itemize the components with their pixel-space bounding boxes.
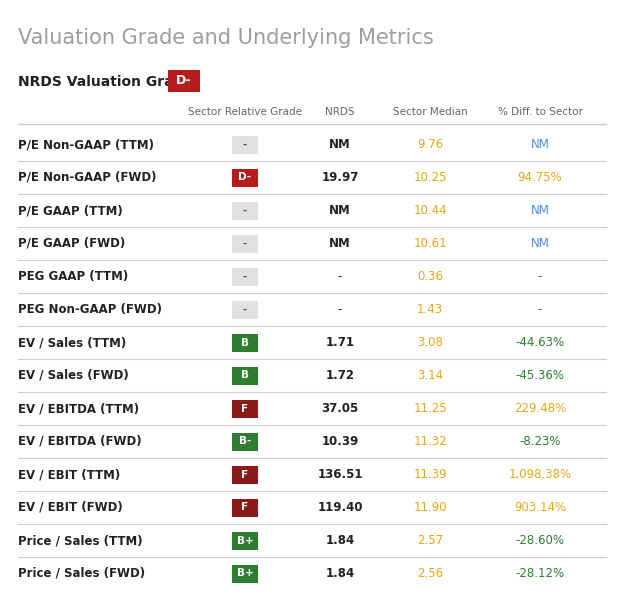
Text: 2.56: 2.56	[417, 567, 443, 580]
Text: EV / Sales (FWD): EV / Sales (FWD)	[18, 369, 129, 382]
Text: EV / EBIT (TTM): EV / EBIT (TTM)	[18, 468, 120, 481]
FancyBboxPatch shape	[232, 268, 258, 285]
Text: -: -	[243, 305, 247, 315]
Text: -28.60%: -28.60%	[515, 534, 565, 547]
Text: B-: B-	[239, 436, 251, 446]
Text: Sector Relative Grade: Sector Relative Grade	[188, 107, 302, 117]
Text: 1,098.38%: 1,098.38%	[509, 468, 572, 481]
Text: 10.44: 10.44	[413, 204, 447, 217]
Text: EV / EBITDA (FWD): EV / EBITDA (FWD)	[18, 435, 142, 448]
Text: Valuation Grade and Underlying Metrics: Valuation Grade and Underlying Metrics	[18, 28, 434, 48]
Text: Price / Sales (TTM): Price / Sales (TTM)	[18, 534, 143, 547]
Text: 11.32: 11.32	[413, 435, 447, 448]
FancyBboxPatch shape	[232, 532, 258, 550]
Text: -: -	[338, 303, 342, 316]
FancyBboxPatch shape	[232, 169, 258, 187]
Text: F: F	[241, 470, 248, 480]
Text: 1.72: 1.72	[326, 369, 354, 382]
Text: 11.90: 11.90	[413, 501, 447, 514]
Text: 10.39: 10.39	[321, 435, 359, 448]
Text: 1.84: 1.84	[325, 567, 354, 580]
Text: NRDS Valuation Grade: NRDS Valuation Grade	[18, 75, 193, 89]
Text: 19.97: 19.97	[321, 171, 359, 184]
Text: 10.61: 10.61	[413, 237, 447, 250]
Text: 2.57: 2.57	[417, 534, 443, 547]
Text: NM: NM	[329, 138, 351, 151]
Text: D-: D-	[176, 74, 192, 88]
Text: -45.36%: -45.36%	[515, 369, 565, 382]
Text: -: -	[538, 303, 542, 316]
Text: % Diff. to Sector: % Diff. to Sector	[497, 107, 582, 117]
Text: -: -	[243, 206, 247, 216]
Text: NM: NM	[530, 237, 550, 250]
Text: 1.71: 1.71	[326, 336, 354, 349]
Text: -8.23%: -8.23%	[519, 435, 561, 448]
Text: B: B	[241, 371, 249, 380]
FancyBboxPatch shape	[232, 399, 258, 418]
FancyBboxPatch shape	[232, 498, 258, 517]
Text: 3.14: 3.14	[417, 369, 443, 382]
FancyBboxPatch shape	[232, 234, 258, 253]
Text: NM: NM	[530, 204, 550, 217]
FancyBboxPatch shape	[232, 433, 258, 451]
Text: EV / Sales (TTM): EV / Sales (TTM)	[18, 336, 126, 349]
Text: -: -	[338, 270, 342, 283]
Text: B+: B+	[236, 535, 253, 545]
Text: Sector Median: Sector Median	[392, 107, 467, 117]
FancyBboxPatch shape	[168, 70, 200, 92]
Text: EV / EBITDA (TTM): EV / EBITDA (TTM)	[18, 402, 139, 415]
FancyBboxPatch shape	[232, 201, 258, 219]
Text: B: B	[241, 337, 249, 347]
Text: -: -	[243, 139, 247, 150]
Text: -: -	[243, 238, 247, 249]
Text: NM: NM	[530, 138, 550, 151]
Text: NM: NM	[329, 204, 351, 217]
FancyBboxPatch shape	[232, 564, 258, 582]
Text: 37.05: 37.05	[321, 402, 359, 415]
Text: 11.25: 11.25	[413, 402, 447, 415]
Text: PEG Non-GAAP (FWD): PEG Non-GAAP (FWD)	[18, 303, 162, 316]
Text: 10.25: 10.25	[413, 171, 447, 184]
Text: D-: D-	[238, 172, 251, 182]
Text: 1.84: 1.84	[325, 534, 354, 547]
Text: 11.39: 11.39	[413, 468, 447, 481]
Text: P/E Non-GAAP (FWD): P/E Non-GAAP (FWD)	[18, 171, 157, 184]
Text: 0.36: 0.36	[417, 270, 443, 283]
Text: NRDS: NRDS	[325, 107, 355, 117]
FancyBboxPatch shape	[232, 367, 258, 384]
FancyBboxPatch shape	[232, 334, 258, 352]
Text: B+: B+	[236, 569, 253, 579]
Text: 94.75%: 94.75%	[518, 171, 562, 184]
Text: F: F	[241, 403, 248, 414]
Text: Price / Sales (FWD): Price / Sales (FWD)	[18, 567, 145, 580]
FancyBboxPatch shape	[232, 135, 258, 154]
Text: -: -	[538, 270, 542, 283]
Text: -44.63%: -44.63%	[515, 336, 565, 349]
Text: 229.48%: 229.48%	[514, 402, 566, 415]
Text: F: F	[241, 502, 248, 513]
Text: P/E GAAP (TTM): P/E GAAP (TTM)	[18, 204, 123, 217]
FancyBboxPatch shape	[232, 300, 258, 318]
Text: 119.40: 119.40	[317, 501, 363, 514]
Text: P/E GAAP (FWD): P/E GAAP (FWD)	[18, 237, 125, 250]
Text: NM: NM	[329, 237, 351, 250]
Text: EV / EBIT (FWD): EV / EBIT (FWD)	[18, 501, 123, 514]
Text: -28.12%: -28.12%	[515, 567, 565, 580]
Text: 903.14%: 903.14%	[514, 501, 566, 514]
Text: -: -	[243, 272, 247, 281]
Text: P/E Non-GAAP (TTM): P/E Non-GAAP (TTM)	[18, 138, 154, 151]
Text: 9.76: 9.76	[417, 138, 443, 151]
Text: PEG GAAP (TTM): PEG GAAP (TTM)	[18, 270, 129, 283]
FancyBboxPatch shape	[232, 465, 258, 483]
Text: 1.43: 1.43	[417, 303, 443, 316]
Text: 136.51: 136.51	[317, 468, 363, 481]
Text: 3.08: 3.08	[417, 336, 443, 349]
